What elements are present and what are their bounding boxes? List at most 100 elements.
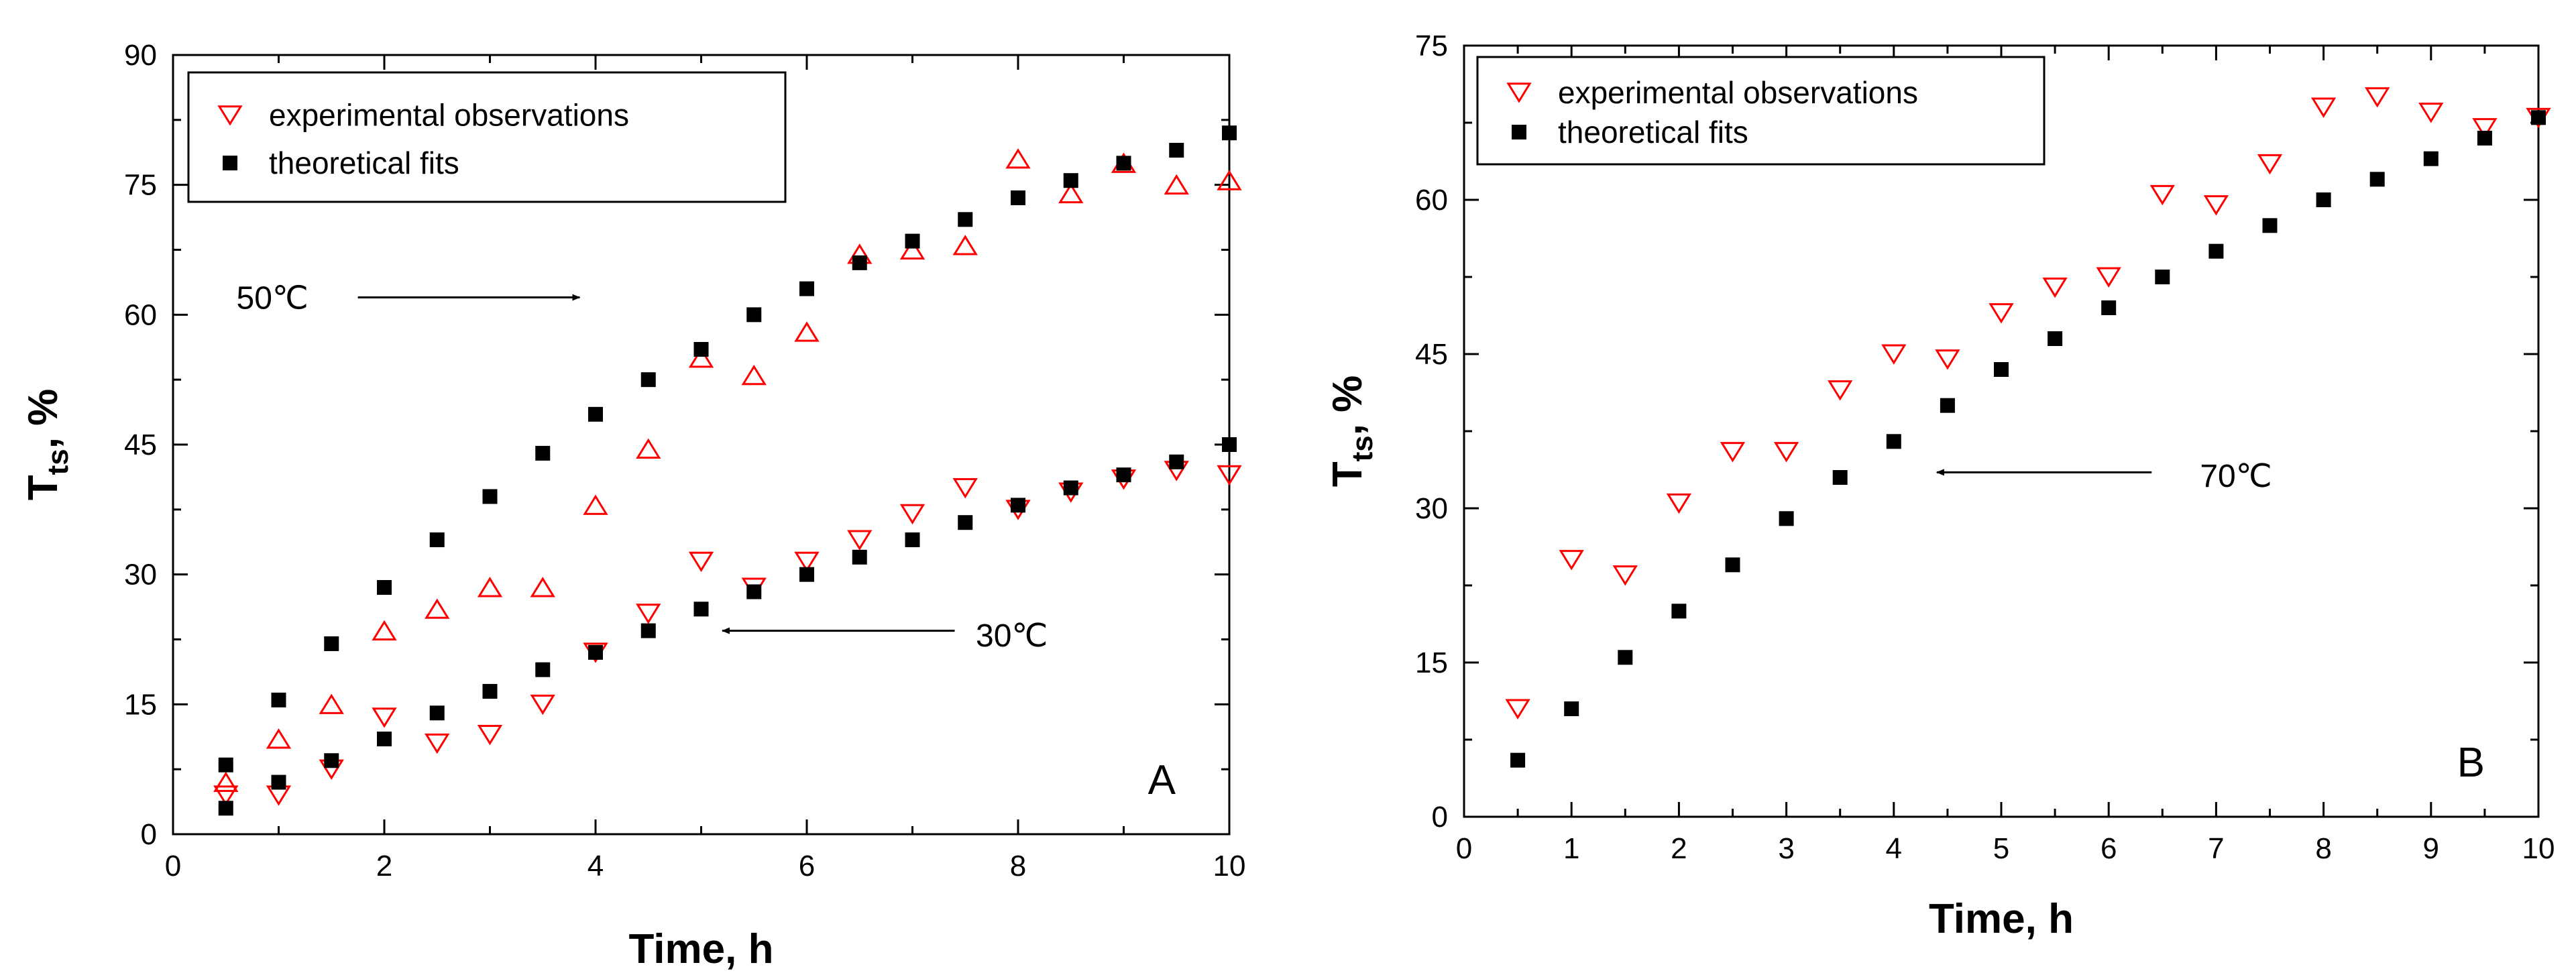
legend-box (1476, 56, 2046, 166)
data-point (899, 504, 926, 525)
data-point (2208, 243, 2224, 259)
x-tick-label: 10 (1213, 850, 1246, 882)
data-point (852, 549, 867, 565)
data-point (1935, 349, 1960, 370)
data-point (2262, 218, 2278, 233)
legend-marker (1512, 125, 1526, 139)
legend-box (187, 71, 787, 203)
data-point (377, 580, 392, 595)
data-point (1612, 565, 1638, 586)
data-point (266, 728, 292, 749)
data-point (425, 733, 450, 754)
data-point (2155, 270, 2170, 284)
data-point (535, 662, 551, 677)
data-point (693, 602, 709, 617)
data-point (636, 438, 661, 459)
data-point (425, 598, 450, 619)
data-point (1005, 148, 1031, 169)
data-point (377, 731, 392, 746)
data-point (847, 530, 873, 551)
data-point (746, 307, 762, 323)
data-point (213, 771, 239, 793)
legend-label: experimental observations (1558, 75, 1918, 110)
data-point (1725, 557, 1740, 573)
x-tick-label: 4 (587, 850, 604, 882)
y-axis-title-suffix: , % (1325, 376, 1371, 436)
legend-marker (217, 105, 243, 126)
data-point (429, 705, 445, 721)
data-point (1779, 511, 1794, 526)
legend-marker (223, 156, 237, 171)
data-point (477, 577, 503, 597)
x-tick-label: 4 (1886, 832, 1902, 865)
data-point (535, 445, 551, 461)
data-point (2149, 184, 2175, 206)
data-point (530, 694, 555, 716)
y-axis-title-subscript: ts (1346, 435, 1379, 461)
y-axis-title-main: T (20, 475, 66, 500)
y-tick-label: 60 (124, 298, 157, 331)
x-tick-label: 10 (2522, 832, 2555, 865)
data-point (1011, 190, 1025, 206)
x-tick-label: 3 (1778, 832, 1794, 865)
data-point (952, 478, 978, 499)
data-point (1940, 398, 1955, 413)
data-point (218, 801, 233, 816)
legend-marker (1506, 82, 1532, 103)
data-point (588, 406, 603, 422)
data-point (899, 239, 926, 260)
data-point (530, 577, 555, 597)
x-tick-label: 6 (799, 850, 815, 882)
y-tick-label: 75 (124, 169, 157, 202)
annotation-label: 70℃ (2200, 459, 2272, 494)
data-point (2257, 154, 2283, 175)
data-point (1994, 362, 2009, 377)
data-point (1063, 173, 1078, 188)
x-tick-label: 8 (1010, 850, 1026, 882)
data-point (2531, 110, 2546, 125)
data-point (1505, 699, 1530, 720)
data-point (794, 551, 820, 573)
legend-label: theoretical fits (269, 146, 459, 180)
data-point (746, 584, 762, 599)
data-point (952, 235, 978, 255)
data-point (640, 623, 656, 638)
data-point (1116, 467, 1131, 483)
data-point (1217, 465, 1242, 486)
data-point (1164, 174, 1189, 195)
data-point (958, 212, 973, 227)
data-point (2203, 195, 2229, 216)
data-point (1828, 380, 1853, 401)
legend-label: theoretical fits (1558, 115, 1748, 150)
data-point (429, 532, 445, 548)
panel-a-chart: 0 2 4 6 8 10 0 15 30 45 60 75 90 Time, h Tts, % experim… (20, 39, 1245, 972)
data-point (799, 567, 814, 582)
y-tick-label: 15 (1415, 646, 1448, 679)
data-point (1881, 344, 1907, 365)
data-point (2369, 172, 2385, 187)
x-axis-title: Time, h (629, 926, 774, 972)
data-point (477, 725, 503, 746)
panel-label: B (2457, 740, 2485, 786)
data-point (319, 693, 344, 714)
data-point (2365, 87, 2390, 108)
data-point (1510, 752, 1526, 768)
data-point (2048, 331, 2063, 346)
data-point (905, 233, 920, 249)
data-point (1169, 454, 1184, 469)
series-3 (218, 437, 1237, 816)
data-point (324, 636, 339, 651)
data-point (2316, 192, 2331, 207)
data-point (1720, 442, 1746, 463)
data-point (958, 515, 973, 530)
x-tick-label: 1 (1563, 832, 1579, 865)
x-tick-label: 0 (165, 850, 181, 882)
x-tick-label: 5 (1993, 832, 2009, 865)
series-0 (213, 148, 1242, 793)
data-point (2418, 103, 2444, 123)
x-axis-title: Time, h (1929, 896, 2074, 942)
data-point (688, 347, 714, 368)
data-point (2477, 131, 2492, 146)
data-point (1011, 498, 1025, 513)
